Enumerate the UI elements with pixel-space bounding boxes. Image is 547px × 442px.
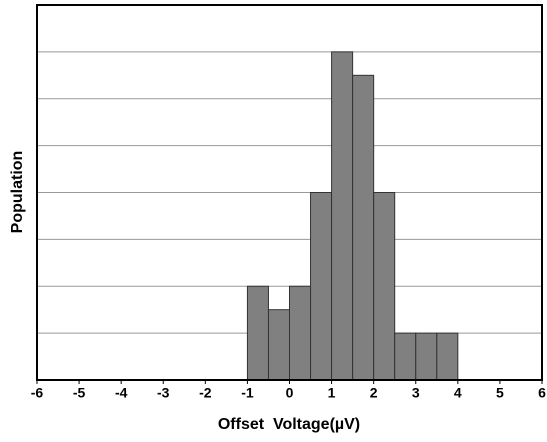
x-tick-label: 0 xyxy=(286,385,294,401)
x-tick-label: -4 xyxy=(115,385,128,401)
x-tick-label: -6 xyxy=(31,385,44,401)
bar xyxy=(352,74,375,381)
x-tick-label: -1 xyxy=(241,385,254,401)
plot-frame xyxy=(36,4,543,381)
x-tick-label: -3 xyxy=(157,385,170,401)
x-tick-label: 6 xyxy=(538,385,546,401)
bar xyxy=(415,332,438,381)
bar xyxy=(436,332,459,381)
bar xyxy=(310,192,333,381)
x-tick-label: 1 xyxy=(328,385,336,401)
x-tick-label: 2 xyxy=(370,385,378,401)
x-tick-label: 5 xyxy=(496,385,504,401)
x-axis-label: Offset Voltage(µV) xyxy=(218,416,360,433)
bar xyxy=(246,285,269,381)
y-axis-label: Population xyxy=(9,151,26,234)
x-tick-label: 4 xyxy=(454,385,462,401)
bar xyxy=(289,285,312,381)
bar xyxy=(331,51,354,381)
x-tick-label: -2 xyxy=(199,385,212,401)
bar xyxy=(394,332,417,381)
x-tick-label: -5 xyxy=(73,385,86,401)
bar xyxy=(373,192,396,381)
bar xyxy=(267,309,291,381)
x-tick-label: 3 xyxy=(412,385,420,401)
